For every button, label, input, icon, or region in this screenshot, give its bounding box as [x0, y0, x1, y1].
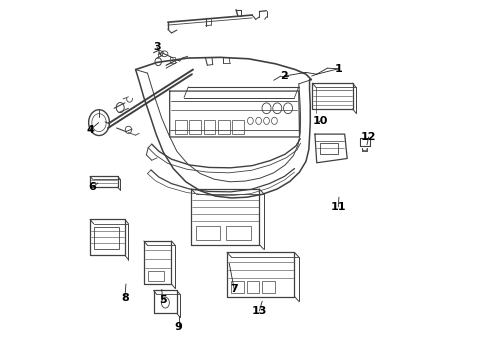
Text: 6: 6: [89, 182, 97, 192]
Text: 1: 1: [334, 64, 342, 74]
Text: 5: 5: [159, 295, 166, 305]
Text: 3: 3: [153, 42, 161, 52]
Text: 2: 2: [281, 71, 288, 81]
Text: 13: 13: [252, 306, 267, 316]
Text: 8: 8: [121, 293, 129, 303]
Text: 9: 9: [175, 322, 183, 332]
Text: 12: 12: [361, 132, 376, 142]
Text: 11: 11: [330, 202, 346, 212]
Text: 4: 4: [86, 125, 94, 135]
Text: 10: 10: [313, 116, 328, 126]
Text: 7: 7: [230, 284, 238, 294]
